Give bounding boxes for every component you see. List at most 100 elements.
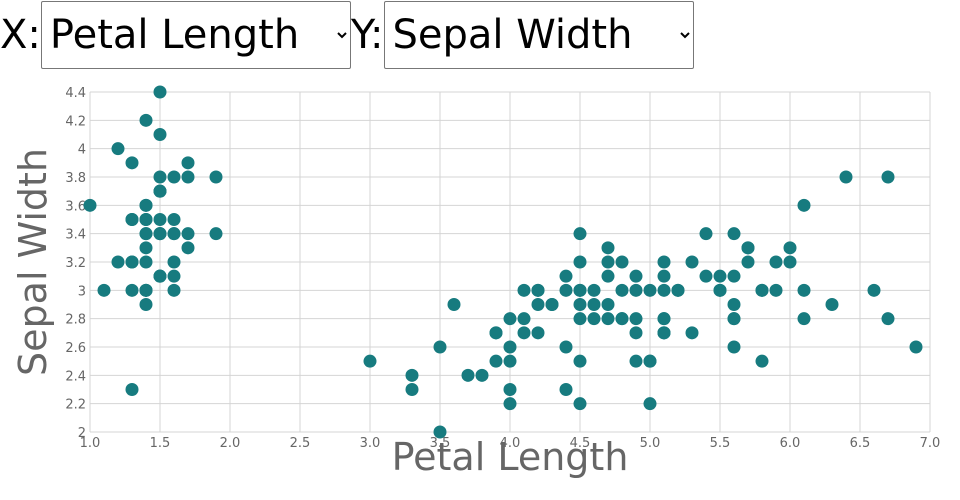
point xyxy=(573,227,587,241)
point xyxy=(769,283,783,297)
point xyxy=(573,312,587,326)
point xyxy=(671,283,685,297)
x-tick-label: 7.0 xyxy=(920,436,941,451)
point xyxy=(139,298,153,311)
point xyxy=(153,85,167,99)
point xyxy=(699,227,713,241)
point xyxy=(909,340,923,354)
point xyxy=(363,354,377,368)
point xyxy=(657,326,671,340)
point xyxy=(727,298,741,311)
point xyxy=(573,283,587,297)
point xyxy=(755,283,769,297)
y-axis-title: Sepal Width xyxy=(11,148,55,376)
point xyxy=(587,283,601,297)
y-tick-label: 2.4 xyxy=(65,369,86,384)
point xyxy=(405,368,419,382)
point xyxy=(461,368,475,382)
point xyxy=(531,298,545,311)
point xyxy=(167,283,181,297)
point xyxy=(531,326,545,340)
y-tick-label: 4.4 xyxy=(65,86,86,101)
point xyxy=(83,198,97,212)
point xyxy=(727,269,741,283)
point xyxy=(503,383,517,396)
point xyxy=(601,255,615,269)
point xyxy=(209,227,223,241)
point xyxy=(573,354,587,368)
point xyxy=(559,383,573,396)
point xyxy=(503,312,517,326)
x-tick-label: 2.0 xyxy=(220,436,241,451)
point xyxy=(167,170,181,184)
point xyxy=(629,269,643,283)
chart: Petal Length Sepal Width 2 2.2 2.4 2.6 2.8 3 3… xyxy=(11,85,941,479)
point xyxy=(503,354,517,368)
point xyxy=(643,397,657,411)
x-axis-title: Petal Length xyxy=(392,435,629,479)
point xyxy=(139,198,153,212)
controls: X: Petal Length Y: Sepal Width xyxy=(0,0,694,70)
point xyxy=(741,255,755,269)
point xyxy=(167,269,181,283)
y-tick-label: 2.8 xyxy=(65,313,86,328)
x-tick-label: 5.5 xyxy=(710,436,731,451)
point xyxy=(783,255,797,269)
y-tick-label: 2.2 xyxy=(65,398,86,413)
point xyxy=(643,354,657,368)
y-tick-label: 2 xyxy=(78,426,86,441)
point xyxy=(153,269,167,283)
point xyxy=(629,283,643,297)
point xyxy=(797,312,811,326)
x-select[interactable]: Petal Length xyxy=(40,1,351,69)
y-tick-label: 2.6 xyxy=(65,341,86,356)
point xyxy=(517,312,531,326)
point xyxy=(153,184,167,198)
point xyxy=(601,269,615,283)
y-tick-label: 3.8 xyxy=(65,171,86,186)
x-tick-label: 6.0 xyxy=(780,436,801,451)
point xyxy=(167,213,181,226)
x-tick-label: 1.5 xyxy=(150,436,171,451)
x-tick-label: 4.0 xyxy=(500,436,521,451)
point xyxy=(825,298,839,311)
point xyxy=(657,269,671,283)
point xyxy=(111,142,125,156)
point xyxy=(447,298,461,311)
point xyxy=(139,283,153,297)
point xyxy=(153,227,167,241)
x-tick-label: 5.0 xyxy=(640,436,661,451)
point xyxy=(97,283,111,297)
point xyxy=(209,170,223,184)
point xyxy=(881,312,895,326)
point xyxy=(657,283,671,297)
x-tick-label: 6.5 xyxy=(850,436,871,451)
point xyxy=(783,241,797,255)
x-label: X: xyxy=(0,12,41,58)
point xyxy=(601,298,615,311)
point xyxy=(587,312,601,326)
point xyxy=(475,368,489,382)
point xyxy=(125,156,139,170)
point xyxy=(181,227,195,241)
point xyxy=(615,255,629,269)
point xyxy=(181,241,195,255)
x-tick-label: 3.0 xyxy=(360,436,381,451)
x-tick-label: 4.5 xyxy=(570,436,591,451)
point xyxy=(573,255,587,269)
point xyxy=(503,397,517,411)
point xyxy=(125,283,139,297)
point xyxy=(139,255,153,269)
point xyxy=(559,269,573,283)
point xyxy=(755,354,769,368)
point xyxy=(517,326,531,340)
point xyxy=(573,298,587,311)
point xyxy=(153,170,167,184)
point xyxy=(545,298,559,311)
point xyxy=(587,298,601,311)
point xyxy=(531,283,545,297)
y-select[interactable]: Sepal Width xyxy=(383,1,694,69)
point xyxy=(139,113,153,127)
y-label: Y: xyxy=(350,12,384,58)
